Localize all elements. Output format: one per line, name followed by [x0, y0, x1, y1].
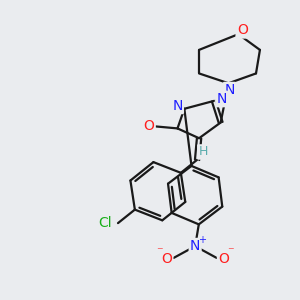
Text: O: O: [237, 23, 248, 37]
Text: O: O: [161, 252, 172, 266]
Text: O: O: [218, 252, 229, 266]
Text: +: +: [198, 235, 206, 245]
Text: N: N: [217, 92, 227, 106]
Text: ⁻: ⁻: [227, 246, 234, 259]
Text: ⁻: ⁻: [157, 246, 163, 259]
Text: Cl: Cl: [98, 216, 112, 230]
Text: H: H: [198, 146, 208, 158]
Text: O: O: [144, 119, 154, 134]
Text: N: N: [172, 99, 183, 113]
Text: N: N: [190, 239, 200, 253]
Text: N: N: [224, 83, 235, 97]
